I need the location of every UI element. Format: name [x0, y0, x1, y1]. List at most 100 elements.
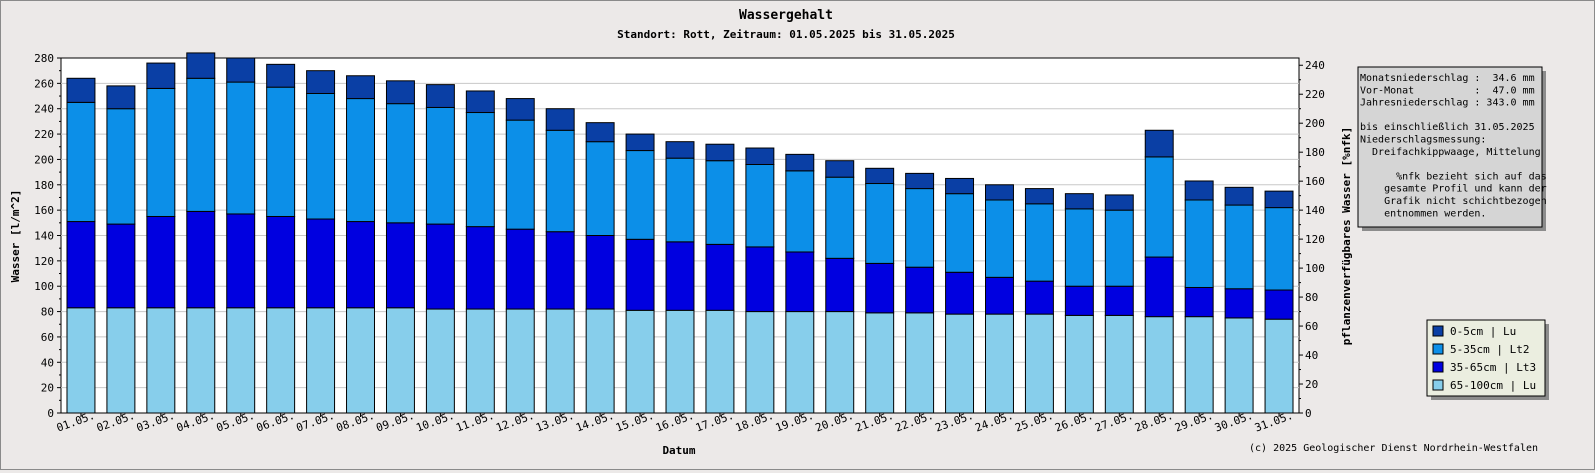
bar-segment — [625, 150, 655, 240]
bar-segment — [945, 271, 975, 315]
y-tick-label: 20 — [41, 382, 54, 395]
bar-segment — [745, 311, 775, 414]
y-tick-label: 240 — [34, 103, 54, 116]
bar-segment — [825, 257, 855, 313]
bar-segment — [266, 215, 296, 309]
bar-segment — [865, 183, 895, 264]
bar-segment — [465, 90, 495, 114]
bar-segment — [146, 62, 176, 89]
bar-segment — [1144, 256, 1174, 318]
bar-segment — [945, 177, 975, 195]
y2-tick-label: 160 — [1305, 175, 1325, 188]
bar-segment — [1024, 313, 1054, 414]
bar-segment — [705, 143, 735, 162]
bar-segment — [1184, 180, 1214, 201]
bar-segment — [465, 112, 495, 228]
bar-segment — [106, 108, 136, 225]
bar-segment — [186, 307, 216, 414]
bar-segment — [385, 222, 415, 309]
info-box: Monatsniederschlag : 34.6 mm Vor-Monat : … — [1357, 66, 1547, 231]
bar-segment — [385, 103, 415, 224]
bar-segment — [585, 141, 615, 236]
bar-segment — [1224, 204, 1254, 290]
bar-segment — [66, 221, 96, 309]
bar-segment — [465, 226, 495, 310]
y-tick-label: 100 — [34, 280, 54, 293]
y2-tick-label: 40 — [1305, 349, 1318, 362]
y-axis-right: 0 20 40 60 80 100 120 140 160 180 200 220 240 — [1299, 59, 1325, 420]
bar-segment — [1264, 289, 1294, 320]
bar-segment — [785, 170, 815, 253]
info-line: gesamte Profil und kann der — [1360, 184, 1547, 195]
bar-segment — [346, 307, 375, 414]
bar-segment — [385, 307, 415, 414]
bar-segment — [146, 307, 176, 414]
y2-tick-label: 200 — [1305, 117, 1325, 130]
y-tick-label: 220 — [34, 128, 54, 141]
bar-segment — [1064, 314, 1094, 414]
y-tick-label: 200 — [34, 153, 54, 166]
y-tick-label: 60 — [41, 331, 54, 344]
bar-segment — [545, 231, 575, 310]
bar-segment — [745, 147, 775, 165]
bar-segment — [665, 241, 695, 311]
bar-segment — [465, 308, 495, 414]
bar-segment — [1184, 286, 1214, 318]
y-axis-label: Wasser [l/m^2] — [9, 190, 22, 283]
bar-segment — [1024, 280, 1054, 315]
bar-segment — [346, 221, 375, 309]
bar-segment — [505, 98, 535, 121]
y-axis-left: 0 20 40 60 80 100 120 140 160 180 200 220 240 260 280 — [34, 52, 61, 420]
bar-segment — [346, 75, 375, 100]
bar-segment — [1144, 316, 1174, 414]
legend-swatch — [1432, 379, 1444, 391]
bar-segment — [425, 223, 455, 310]
y2-tick-label: 220 — [1305, 88, 1325, 101]
bar-segment — [865, 262, 895, 314]
legend-label: 5-35cm | Lt2 — [1450, 343, 1529, 356]
bar-segment — [266, 86, 296, 217]
y2-tick-label: 100 — [1305, 262, 1325, 275]
y2-axis-label: pflanzenverfügbares Wasser [%nfk] — [1340, 127, 1353, 346]
info-line: entnommen werden. — [1360, 208, 1486, 219]
bar-segment — [665, 309, 695, 414]
bar-segment — [705, 309, 735, 414]
bar-segment — [585, 122, 615, 143]
y2-tick-label: 120 — [1305, 233, 1325, 246]
y-tick-label: 0 — [47, 407, 54, 420]
bar-segment — [545, 308, 575, 414]
bar-segment — [905, 266, 935, 314]
legend-swatch — [1432, 343, 1444, 355]
bar-segment — [66, 307, 96, 414]
bar-segment — [1104, 194, 1134, 211]
bar-segment — [226, 307, 256, 414]
bar-segment — [545, 129, 575, 233]
bar-segment — [585, 235, 615, 310]
x-axis-label: Datum — [662, 444, 695, 457]
bar-segment — [306, 93, 336, 220]
bar-segment — [425, 308, 455, 414]
bar-segment — [505, 308, 535, 414]
bar-segment — [186, 52, 216, 79]
bar-segment — [1064, 193, 1094, 210]
bar-segment — [306, 218, 336, 309]
legend: 0-5cm | Lu 5-35cm | Lt2 35-65cm | Lt3 65-10… — [1426, 319, 1549, 400]
bar-segment — [1224, 288, 1254, 319]
bar-segment — [146, 87, 176, 217]
bar-segment — [785, 311, 815, 414]
bar-segment — [905, 312, 935, 414]
bar-segment — [625, 238, 655, 311]
bar-segment — [425, 84, 455, 108]
bar-segment — [186, 210, 216, 309]
y2-tick-label: 60 — [1305, 320, 1318, 333]
bar-segment — [1104, 209, 1134, 287]
legend-swatch — [1432, 325, 1444, 337]
bar-segment — [385, 80, 415, 105]
y2-tick-label: 0 — [1305, 407, 1312, 420]
bar-segment — [266, 307, 296, 414]
bar-segment — [66, 77, 96, 103]
y-tick-label: 140 — [34, 230, 54, 243]
bar-segment — [745, 246, 775, 313]
bar-segment — [1104, 285, 1134, 316]
